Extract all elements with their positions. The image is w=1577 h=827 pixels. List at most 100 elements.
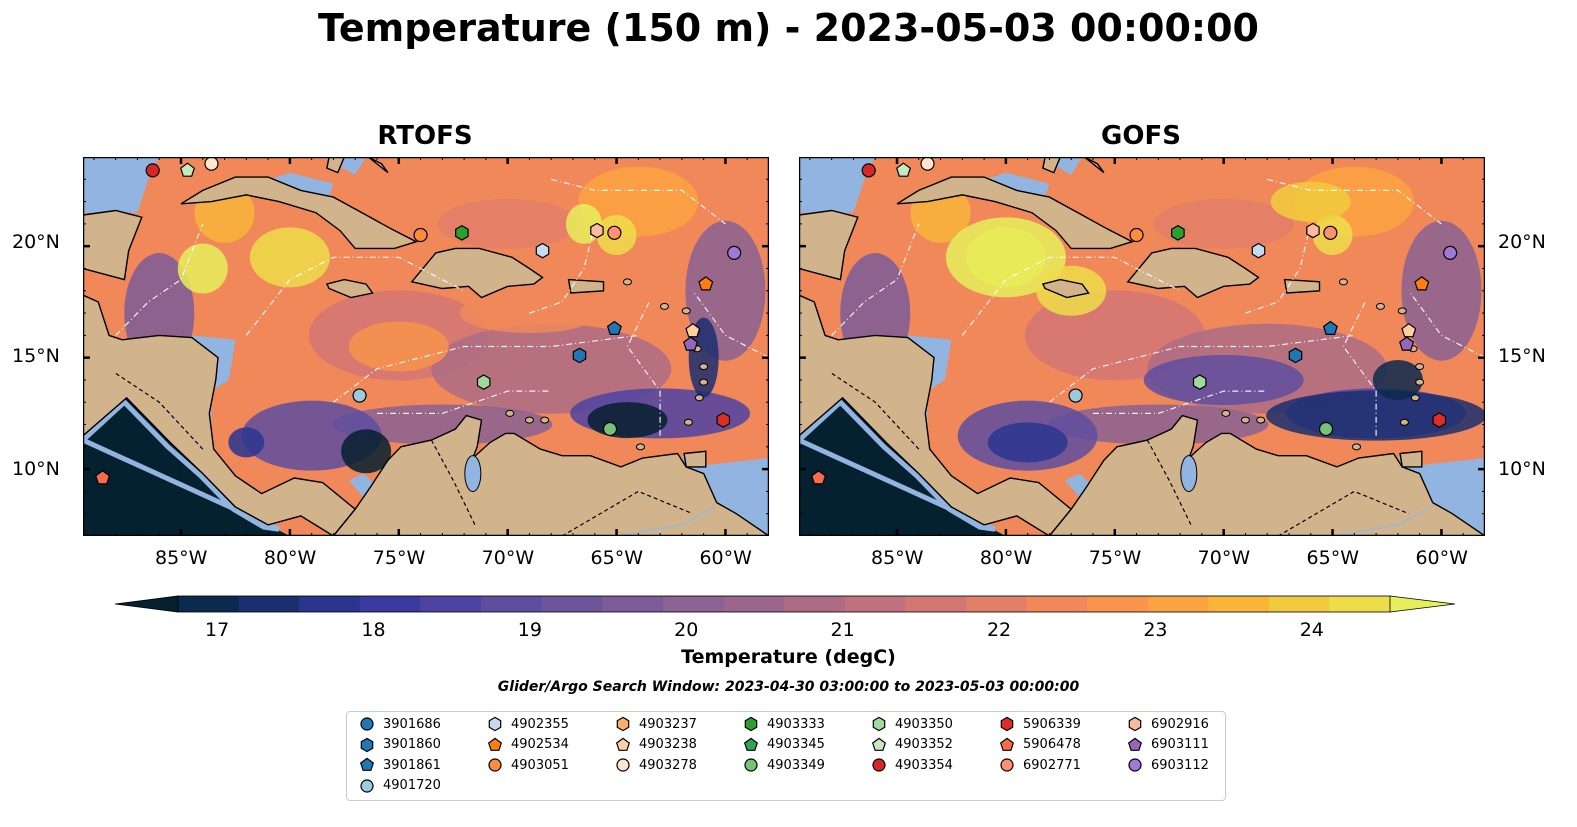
circle-marker-icon xyxy=(360,778,374,793)
float-marker-6903112 xyxy=(727,245,742,260)
hexagon-marker-icon xyxy=(744,716,758,732)
legend-item: 4903051 xyxy=(487,757,569,773)
map-frame xyxy=(83,157,769,536)
float-marker-6903111 xyxy=(683,336,699,351)
small-island xyxy=(659,302,669,310)
land-south-america xyxy=(1048,414,1485,536)
small-island xyxy=(683,418,693,426)
lon-label: 75°W xyxy=(372,547,426,569)
circle-marker-icon xyxy=(1000,758,1014,772)
small-island xyxy=(699,363,709,371)
colorbar-tick-label: 18 xyxy=(361,619,386,641)
float-marker-6903111 xyxy=(1399,336,1415,351)
land-yucatan xyxy=(83,209,143,281)
colorbar-tick-label: 21 xyxy=(830,619,855,641)
land-puerto-rico xyxy=(567,278,605,294)
small-island xyxy=(1338,278,1348,286)
legend-label: 6902916 xyxy=(1151,716,1209,732)
legend-item: 4901720 xyxy=(359,778,441,794)
temperature-patch xyxy=(945,217,1066,298)
small-island xyxy=(1415,363,1425,371)
pacific-shelf xyxy=(83,398,281,532)
national-border xyxy=(115,372,204,450)
colorbar xyxy=(115,595,1455,613)
legend-item: 4903238 xyxy=(615,737,697,753)
colorbar-extend-max xyxy=(1389,595,1455,613)
float-marker-6903112 xyxy=(1443,245,1458,260)
colorbar-tick-label: 20 xyxy=(674,619,699,641)
eez-boundary xyxy=(1342,301,1377,436)
colorbar-segment xyxy=(359,596,421,612)
legend-item: 3901861 xyxy=(359,757,441,773)
land-bahamas-a xyxy=(1042,157,1062,174)
legend-marker xyxy=(616,758,630,772)
legend-label: 4903349 xyxy=(767,757,825,773)
legend-marker xyxy=(488,758,502,772)
colorbar-segment xyxy=(1087,596,1149,612)
legend-label: 5906478 xyxy=(1023,737,1081,752)
float-marker-4903349 xyxy=(1318,421,1334,437)
legend-label: 4903051 xyxy=(511,757,569,773)
eez-boundary xyxy=(1408,290,1485,359)
pacific-ocean xyxy=(799,397,1006,536)
pacific-ocean xyxy=(83,397,290,536)
colorbar-segment xyxy=(844,596,906,612)
float-marker-3901861 xyxy=(1322,320,1338,335)
float-marker-4903333 xyxy=(1171,225,1185,241)
eez-boundary xyxy=(1093,390,1268,414)
hexagon-marker-icon xyxy=(872,716,886,732)
lon-label: 80°W xyxy=(979,547,1033,569)
legend-label: 4903354 xyxy=(895,757,953,773)
legend-item: 4903333 xyxy=(743,716,825,732)
small-island xyxy=(694,394,704,402)
legend-item: 4902534 xyxy=(487,737,569,753)
float-marker-4903350 xyxy=(476,374,491,390)
pentagon-marker-icon xyxy=(359,757,375,771)
legend-label: 4903345 xyxy=(767,737,825,752)
eez-boundary xyxy=(692,290,769,359)
search-window-text: Glider/Argo Search Window: 2023-04-30 03… xyxy=(497,679,1080,695)
pentagon-marker-icon xyxy=(487,737,503,751)
eez-boundary xyxy=(1245,223,1312,314)
temperature-patch xyxy=(1401,220,1482,361)
temperature-patch xyxy=(437,198,578,249)
colorbar-segment xyxy=(1147,596,1209,612)
national-border xyxy=(1146,439,1192,526)
small-island xyxy=(681,307,691,315)
eez-boundary xyxy=(245,256,465,336)
eez-boundary xyxy=(377,390,552,414)
land-south-america xyxy=(332,414,769,536)
lake-maracaibo xyxy=(464,455,482,493)
colorbar-segment xyxy=(1329,596,1391,612)
colorbar-segment xyxy=(420,596,482,612)
legend-marker xyxy=(1000,758,1014,772)
colorbar-segment xyxy=(238,596,300,612)
float-marker-4903278 xyxy=(204,157,219,171)
pentagon-marker-icon xyxy=(1127,737,1143,751)
colorbar-segment xyxy=(1208,596,1270,612)
land-jamaica xyxy=(325,278,374,299)
legend-label: 6903111 xyxy=(1151,737,1209,752)
small-island xyxy=(1397,307,1407,315)
land-bahamas-a xyxy=(326,157,346,174)
legend: 3901686 3901860 3901861 4901720 4902355 49025… xyxy=(346,711,1226,801)
small-island xyxy=(1221,409,1231,417)
float-marker-4901720 xyxy=(352,388,367,403)
small-island xyxy=(1256,416,1266,424)
legend-marker xyxy=(360,737,374,752)
circle-marker-icon xyxy=(744,758,758,772)
float-marker-4902534 xyxy=(698,276,714,291)
legend-marker xyxy=(1128,716,1142,732)
legend-item: 4903345 xyxy=(743,737,825,753)
lat-label-10-left: 10°N xyxy=(12,458,60,480)
legend-marker xyxy=(871,737,887,751)
pentagon-marker-icon xyxy=(871,737,887,751)
land-jamaica xyxy=(1041,278,1090,299)
legend-label: 6903112 xyxy=(1151,757,1209,773)
pentagon-marker-icon xyxy=(999,737,1015,751)
float-marker-6902916 xyxy=(1306,222,1320,239)
temperature-patch xyxy=(332,404,553,445)
legend-label: 4903278 xyxy=(639,757,697,773)
lon-label: 80°W xyxy=(263,547,317,569)
legend-marker xyxy=(1127,737,1143,751)
